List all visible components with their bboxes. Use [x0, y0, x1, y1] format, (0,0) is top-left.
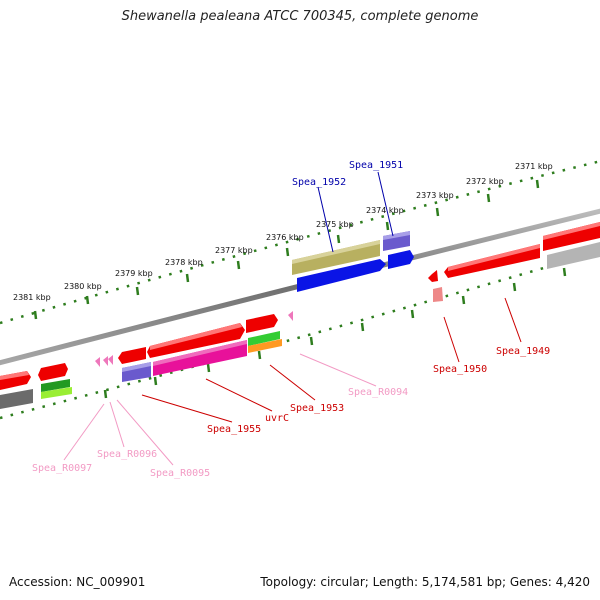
forward-genes — [0, 222, 600, 390]
label-spea-r0096: Spea_R0096 — [97, 449, 157, 460]
gene-spea-1953-green[interactable] — [248, 331, 280, 346]
label-spea-1949: Spea_1949 — [496, 346, 550, 357]
kbp-label: 2375 kbp — [316, 220, 354, 229]
leader-lines — [63, 171, 522, 466]
gene-spea-1950[interactable] — [428, 270, 438, 282]
gene-spea-1952-shade — [292, 240, 380, 264]
gene-green-left[interactable] — [41, 379, 70, 392]
label-uvrc: uvrC — [265, 413, 289, 424]
kbp-label: 2372 kbp — [466, 177, 504, 186]
label-spea-1951: Spea_1951 — [349, 160, 403, 171]
gene-red-b[interactable] — [246, 314, 278, 333]
map-title: Shewanella pealeana ATCC 700345, complet… — [121, 9, 479, 24]
scale-major-ticks — [33, 179, 540, 320]
kbp-label: 2377 kbp — [215, 246, 253, 255]
gene-red-right-shade — [543, 222, 600, 240]
label-spea-1953: Spea_1953 — [290, 403, 344, 414]
gene-labels: Spea_1952 Spea_1951 Spea_1949 Spea_1950 … — [32, 160, 550, 479]
topology-text: Topology: circular; Length: 5,174,581 bp… — [260, 575, 590, 589]
scale-track-inner — [0, 250, 600, 420]
gene-spea-1949-shade — [448, 244, 540, 271]
gene-blue-short[interactable] — [388, 250, 414, 269]
scale-track-outer — [0, 159, 600, 325]
gene-spea-r0094[interactable] — [288, 311, 293, 321]
gene-darkgray-left[interactable] — [0, 389, 33, 409]
gene-spea-1955-shade — [122, 362, 151, 372]
label-spea-r0094: Spea_R0094 — [348, 387, 408, 398]
gene-spea-r0095[interactable] — [108, 355, 113, 365]
gene-gray-right[interactable] — [547, 242, 600, 269]
gene-red-d[interactable] — [38, 363, 68, 381]
kbp-label: 2374 kbp — [366, 206, 404, 215]
gene-spea-r0096[interactable] — [103, 356, 108, 366]
scale-inner-ticks — [103, 267, 567, 399]
kbp-label: 2379 kbp — [115, 269, 153, 278]
label-spea-r0097: Spea_R0097 — [32, 463, 92, 474]
reverse-genes — [0, 242, 600, 409]
scale-labels: 2371 kbp 2372 kbp 2373 kbp 2374 kbp 2375… — [13, 162, 553, 302]
gene-spea-1951-shade — [383, 231, 410, 240]
kbp-label: 2376 kbp — [266, 233, 304, 242]
gene-lime-left[interactable] — [41, 387, 72, 399]
label-spea-1955: Spea_1955 — [207, 424, 261, 435]
accession-text: Accession: NC_009901 — [9, 575, 146, 589]
kbp-label: 2380 kbp — [64, 282, 102, 291]
label-spea-1952: Spea_1952 — [292, 177, 346, 188]
gene-red-e-shade — [0, 371, 29, 380]
gene-red-a-shade — [150, 323, 242, 350]
label-spea-r0095: Spea_R0095 — [150, 468, 210, 479]
gene-spea-1953-orange[interactable] — [248, 339, 282, 353]
label-spea-1950: Spea_1950 — [433, 364, 487, 375]
gene-uvrc-shade — [153, 340, 247, 366]
kbp-label: 2373 kbp — [416, 191, 454, 200]
gene-red-c[interactable] — [118, 347, 146, 364]
kbp-label: 2381 kbp — [13, 293, 51, 302]
gene-spea-r0097[interactable] — [95, 357, 100, 367]
kbp-label: 2371 kbp — [515, 162, 553, 171]
gene-spea-1950-b[interactable] — [433, 287, 443, 302]
gene-blue-long[interactable] — [297, 259, 386, 292]
kbp-label: 2378 kbp — [165, 258, 203, 267]
